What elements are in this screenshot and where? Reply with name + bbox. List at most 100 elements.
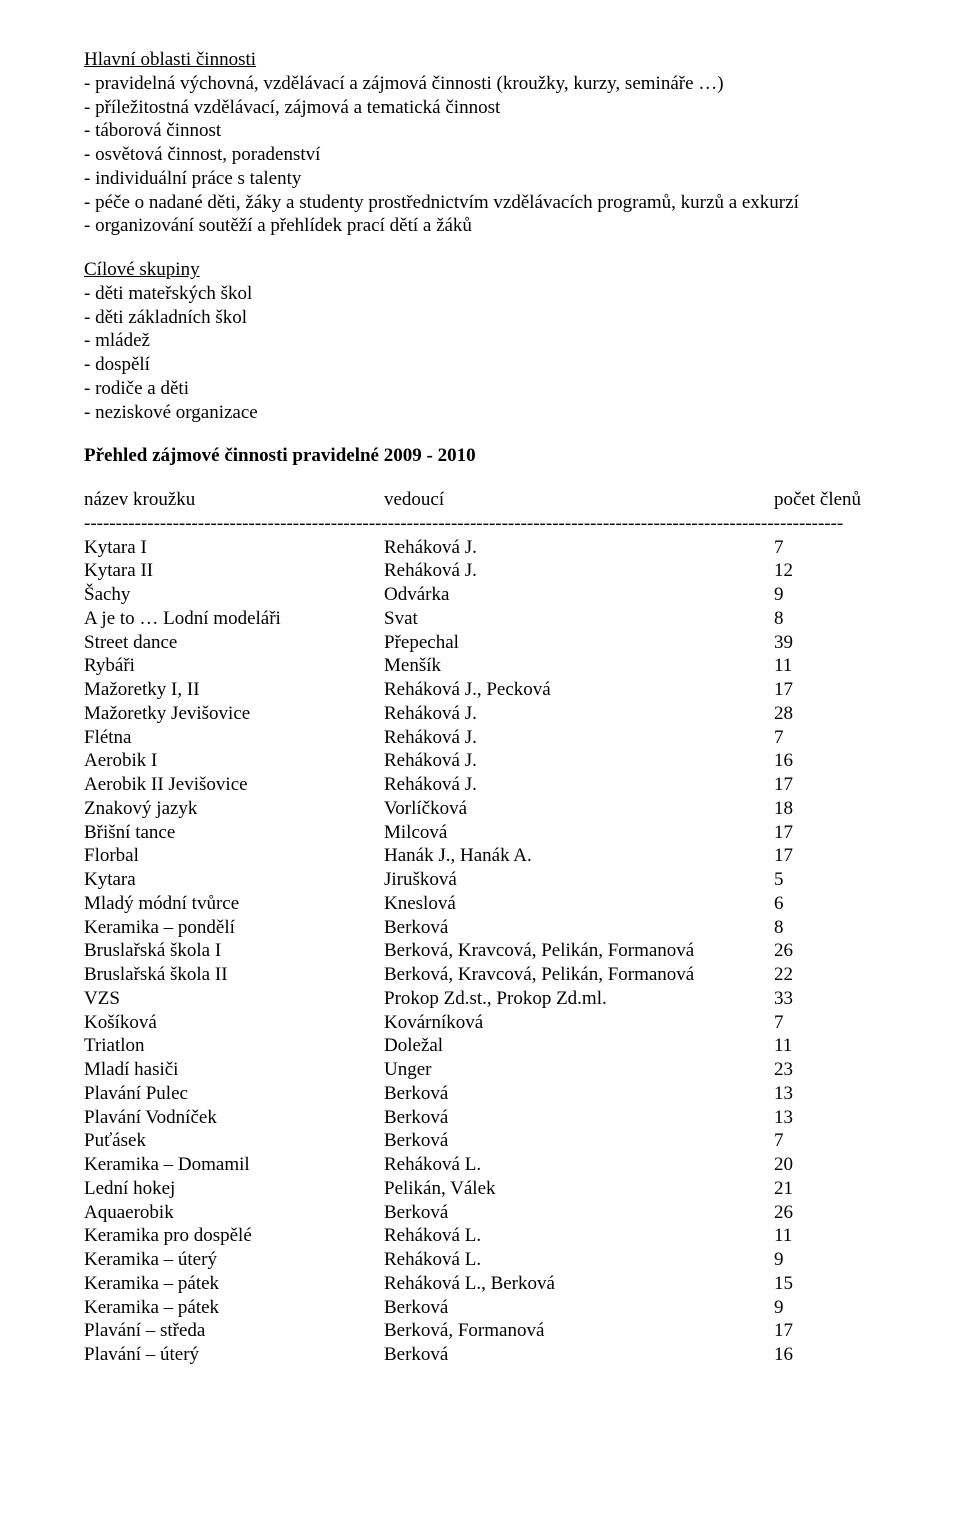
cell-count: 7 <box>774 1129 824 1153</box>
table-row: Plavání – středaBerková, Formanová17 <box>84 1319 876 1343</box>
cell-name: Šachy <box>84 583 384 607</box>
cell-count: 21 <box>774 1177 824 1201</box>
activity-table: Kytara IReháková J.7Kytara IIReháková J.… <box>84 536 876 1367</box>
cell-leader: Berková <box>384 1082 774 1106</box>
cell-count: 7 <box>774 536 824 560</box>
cell-leader: Odvárka <box>384 583 774 607</box>
cell-count: 17 <box>774 844 824 868</box>
cell-leader: Berková, Kravcová, Pelikán, Formanová <box>384 939 774 963</box>
cell-name: Kytara <box>84 868 384 892</box>
target-groups-item: - děti základních škol <box>84 306 876 330</box>
table-row: Keramika – pátekBerková9 <box>84 1296 876 1320</box>
cell-name: Aerobik II Jevišovice <box>84 773 384 797</box>
cell-name: VZS <box>84 987 384 1011</box>
cell-count: 17 <box>774 821 824 845</box>
cell-leader: Kovárníková <box>384 1011 774 1035</box>
cell-count: 6 <box>774 892 824 916</box>
cell-count: 9 <box>774 1248 824 1272</box>
cell-name: Florbal <box>84 844 384 868</box>
cell-count: 26 <box>774 939 824 963</box>
main-areas-item: - organizování soutěží a přehlídek prací… <box>84 214 876 238</box>
cell-leader: Reháková J. <box>384 559 774 583</box>
cell-count: 17 <box>774 678 824 702</box>
table-row: Street dancePřepechal39 <box>84 631 876 655</box>
table-row: FlorbalHanák J., Hanák A.17 <box>84 844 876 868</box>
main-areas-item: - osvětová činnost, poradenství <box>84 143 876 167</box>
cell-name: Street dance <box>84 631 384 655</box>
cell-name: Aquaerobik <box>84 1201 384 1225</box>
table-row: Mažoretky JevišoviceReháková J.28 <box>84 702 876 726</box>
cell-name: Břišní tance <box>84 821 384 845</box>
table-row: A je to … Lodní modelářiSvat8 <box>84 607 876 631</box>
table-row: Bruslařská škola IBerková, Kravcová, Pel… <box>84 939 876 963</box>
cell-count: 17 <box>774 773 824 797</box>
cell-leader: Doležal <box>384 1034 774 1058</box>
cell-name: Aerobik I <box>84 749 384 773</box>
cell-name: Plavání Vodníček <box>84 1106 384 1130</box>
cell-count: 13 <box>774 1082 824 1106</box>
cell-leader: Jirušková <box>384 868 774 892</box>
cell-leader: Menšík <box>384 654 774 678</box>
main-areas-item: - péče o nadané děti, žáky a studenty pr… <box>84 191 876 215</box>
main-areas-item: - pravidelná výchovná, vzdělávací a zájm… <box>84 72 876 96</box>
cell-leader: Berková <box>384 916 774 940</box>
table-row: Plavání PulecBerková13 <box>84 1082 876 1106</box>
main-areas-item: - příležitostná vzdělávací, zájmová a te… <box>84 96 876 120</box>
cell-name: Znakový jazyk <box>84 797 384 821</box>
cell-name: Flétna <box>84 726 384 750</box>
cell-name: Bruslařská škola II <box>84 963 384 987</box>
cell-count: 18 <box>774 797 824 821</box>
cell-count: 9 <box>774 583 824 607</box>
table-row: Mažoretky I, IIReháková J., Pecková17 <box>84 678 876 702</box>
cell-count: 9 <box>774 1296 824 1320</box>
cell-leader: Kneslová <box>384 892 774 916</box>
overview-title: Přehled zájmové činnosti pravidelné 2009… <box>84 444 876 468</box>
cell-leader: Hanák J., Hanák A. <box>384 844 774 868</box>
table-header-name: název kroužku <box>84 488 384 512</box>
cell-leader: Prokop Zd.st., Prokop Zd.ml. <box>384 987 774 1011</box>
cell-count: 5 <box>774 868 824 892</box>
cell-name: Keramika – úterý <box>84 1248 384 1272</box>
cell-count: 17 <box>774 1319 824 1343</box>
table-row: Mladí hasičiUnger23 <box>84 1058 876 1082</box>
cell-leader: Reháková L. <box>384 1248 774 1272</box>
table-row: ŠachyOdvárka9 <box>84 583 876 607</box>
cell-name: Puťásek <box>84 1129 384 1153</box>
cell-count: 20 <box>774 1153 824 1177</box>
cell-leader: Reháková L. <box>384 1224 774 1248</box>
table-row: RybářiMenšík11 <box>84 654 876 678</box>
cell-name: Lední hokej <box>84 1177 384 1201</box>
table-row: Keramika – pátekReháková L., Berková15 <box>84 1272 876 1296</box>
table-header-leader: vedoucí <box>384 488 774 512</box>
separator-dashes: ----------------------------------------… <box>84 512 876 536</box>
table-row: PuťásekBerková7 <box>84 1129 876 1153</box>
cell-leader: Reháková J. <box>384 536 774 560</box>
cell-count: 33 <box>774 987 824 1011</box>
table-row: Plavání – úterýBerková16 <box>84 1343 876 1367</box>
cell-leader: Berková <box>384 1201 774 1225</box>
cell-leader: Reháková L., Berková <box>384 1272 774 1296</box>
cell-count: 39 <box>774 631 824 655</box>
cell-leader: Berková <box>384 1343 774 1367</box>
table-row: Kytara IIReháková J.12 <box>84 559 876 583</box>
cell-count: 8 <box>774 607 824 631</box>
cell-name: A je to … Lodní modeláři <box>84 607 384 631</box>
cell-name: Mažoretky Jevišovice <box>84 702 384 726</box>
table-row: Kytara IReháková J.7 <box>84 536 876 560</box>
table-row: FlétnaReháková J.7 <box>84 726 876 750</box>
cell-leader: Reháková J. <box>384 702 774 726</box>
table-row: Břišní tanceMilcová17 <box>84 821 876 845</box>
cell-count: 22 <box>774 963 824 987</box>
table-row: KytaraJirušková5 <box>84 868 876 892</box>
cell-count: 11 <box>774 1034 824 1058</box>
table-row: AquaerobikBerková26 <box>84 1201 876 1225</box>
cell-count: 11 <box>774 654 824 678</box>
cell-name: Rybáři <box>84 654 384 678</box>
cell-count: 11 <box>774 1224 824 1248</box>
table-row: Aerobik IReháková J.16 <box>84 749 876 773</box>
target-groups-item: - neziskové organizace <box>84 401 876 425</box>
table-row: Lední hokejPelikán, Válek21 <box>84 1177 876 1201</box>
table-row: Plavání VodníčekBerková13 <box>84 1106 876 1130</box>
cell-name: Kytara I <box>84 536 384 560</box>
main-areas-item: - individuální práce s talenty <box>84 167 876 191</box>
